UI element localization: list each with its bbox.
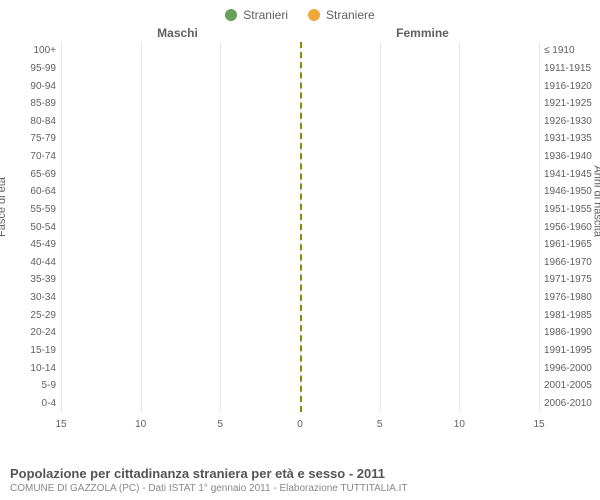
plot-area: 100+≤ 191095-991911-191590-941916-192085… bbox=[61, 42, 539, 412]
birth-label: 1976-1980 bbox=[544, 292, 592, 303]
table-row: 35-391971-1975 bbox=[61, 271, 539, 289]
legend-label-female: Straniere bbox=[326, 8, 375, 22]
table-row: 80-841926-1930 bbox=[61, 113, 539, 131]
birth-label: 2006-2010 bbox=[544, 398, 592, 409]
age-label: 70-74 bbox=[30, 151, 56, 162]
x-tick: 15 bbox=[533, 419, 544, 430]
birth-label: 1981-1985 bbox=[544, 310, 592, 321]
birth-label: 1916-1920 bbox=[544, 81, 592, 92]
x-tick: 10 bbox=[135, 419, 146, 430]
x-tick: 5 bbox=[377, 419, 383, 430]
legend-swatch-female bbox=[308, 9, 320, 21]
table-row: 75-791931-1935 bbox=[61, 130, 539, 148]
x-tick: 0 bbox=[297, 419, 303, 430]
age-label: 30-34 bbox=[30, 292, 56, 303]
age-label: 0-4 bbox=[42, 398, 56, 409]
birth-label: 2001-2005 bbox=[544, 380, 592, 391]
birth-label: 1921-1925 bbox=[544, 98, 592, 109]
birth-label: 1911-1915 bbox=[544, 63, 591, 74]
age-label: 65-69 bbox=[30, 169, 56, 180]
table-row: 5-92001-2005 bbox=[61, 377, 539, 395]
birth-label: 1941-1945 bbox=[544, 169, 592, 180]
table-row: 15-191991-1995 bbox=[61, 342, 539, 360]
age-label: 95-99 bbox=[30, 63, 56, 74]
birth-label: 1946-1950 bbox=[544, 186, 592, 197]
table-row: 55-591951-1955 bbox=[61, 201, 539, 219]
column-title-male: Maschi bbox=[0, 26, 300, 40]
y-axis-label-right: Anni di nascita bbox=[592, 165, 600, 237]
birth-label: 1936-1940 bbox=[544, 151, 592, 162]
x-tick: 10 bbox=[454, 419, 465, 430]
table-row: 60-641946-1950 bbox=[61, 183, 539, 201]
birth-label: 1961-1965 bbox=[544, 239, 592, 250]
age-label: 85-89 bbox=[30, 98, 56, 109]
footer: Popolazione per cittadinanza straniera p… bbox=[10, 466, 590, 494]
bar-rows: 100+≤ 191095-991911-191590-941916-192085… bbox=[61, 42, 539, 412]
age-label: 25-29 bbox=[30, 310, 56, 321]
birth-label: 1931-1935 bbox=[544, 133, 592, 144]
birth-label: 1926-1930 bbox=[544, 116, 592, 127]
age-label: 90-94 bbox=[30, 81, 56, 92]
birth-label: 1971-1975 bbox=[544, 274, 592, 285]
chart-subtitle: COMUNE DI GAZZOLA (PC) - Dati ISTAT 1° g… bbox=[10, 483, 590, 494]
column-title-female: Femmine bbox=[300, 26, 600, 40]
age-label: 40-44 bbox=[30, 257, 56, 268]
table-row: 20-241986-1990 bbox=[61, 324, 539, 342]
chart-title: Popolazione per cittadinanza straniera p… bbox=[10, 466, 590, 481]
table-row: 100+≤ 1910 bbox=[61, 42, 539, 60]
legend-swatch-male bbox=[225, 9, 237, 21]
legend: Stranieri Straniere bbox=[0, 0, 600, 26]
table-row: 0-42006-2010 bbox=[61, 395, 539, 413]
column-titles: Maschi Femmine bbox=[0, 26, 600, 40]
age-label: 35-39 bbox=[30, 274, 56, 285]
legend-item-female: Straniere bbox=[308, 8, 375, 22]
legend-item-male: Stranieri bbox=[225, 8, 288, 22]
x-axis: 15105051015 bbox=[61, 412, 539, 432]
birth-label: 1986-1990 bbox=[544, 327, 592, 338]
table-row: 40-441966-1970 bbox=[61, 254, 539, 272]
legend-label-male: Stranieri bbox=[243, 8, 288, 22]
age-label: 60-64 bbox=[30, 186, 56, 197]
table-row: 50-541956-1960 bbox=[61, 218, 539, 236]
table-row: 70-741936-1940 bbox=[61, 148, 539, 166]
x-tick: 15 bbox=[55, 419, 66, 430]
age-label: 75-79 bbox=[30, 133, 56, 144]
table-row: 95-991911-1915 bbox=[61, 60, 539, 78]
table-row: 30-341976-1980 bbox=[61, 289, 539, 307]
age-label: 100+ bbox=[33, 45, 56, 56]
table-row: 45-491961-1965 bbox=[61, 236, 539, 254]
age-label: 5-9 bbox=[42, 380, 56, 391]
birth-label: 1996-2000 bbox=[544, 363, 592, 374]
birth-label: 1951-1955 bbox=[544, 204, 592, 215]
age-label: 10-14 bbox=[30, 363, 56, 374]
table-row: 85-891921-1925 bbox=[61, 95, 539, 113]
grid-line bbox=[539, 42, 540, 412]
age-label: 55-59 bbox=[30, 204, 56, 215]
birth-label: ≤ 1910 bbox=[544, 45, 575, 56]
age-label: 50-54 bbox=[30, 222, 56, 233]
birth-label: 1991-1995 bbox=[544, 345, 592, 356]
population-pyramid: Fasce di età Anni di nascita 100+≤ 19109… bbox=[6, 42, 594, 432]
age-label: 80-84 bbox=[30, 116, 56, 127]
age-label: 20-24 bbox=[30, 327, 56, 338]
table-row: 90-941916-1920 bbox=[61, 77, 539, 95]
table-row: 65-691941-1945 bbox=[61, 165, 539, 183]
table-row: 25-291981-1985 bbox=[61, 306, 539, 324]
y-axis-label-left: Fasce di età bbox=[0, 177, 8, 237]
birth-label: 1956-1960 bbox=[544, 222, 592, 233]
birth-label: 1966-1970 bbox=[544, 257, 592, 268]
table-row: 10-141996-2000 bbox=[61, 359, 539, 377]
x-tick: 5 bbox=[218, 419, 224, 430]
age-label: 15-19 bbox=[30, 345, 56, 356]
age-label: 45-49 bbox=[30, 239, 56, 250]
